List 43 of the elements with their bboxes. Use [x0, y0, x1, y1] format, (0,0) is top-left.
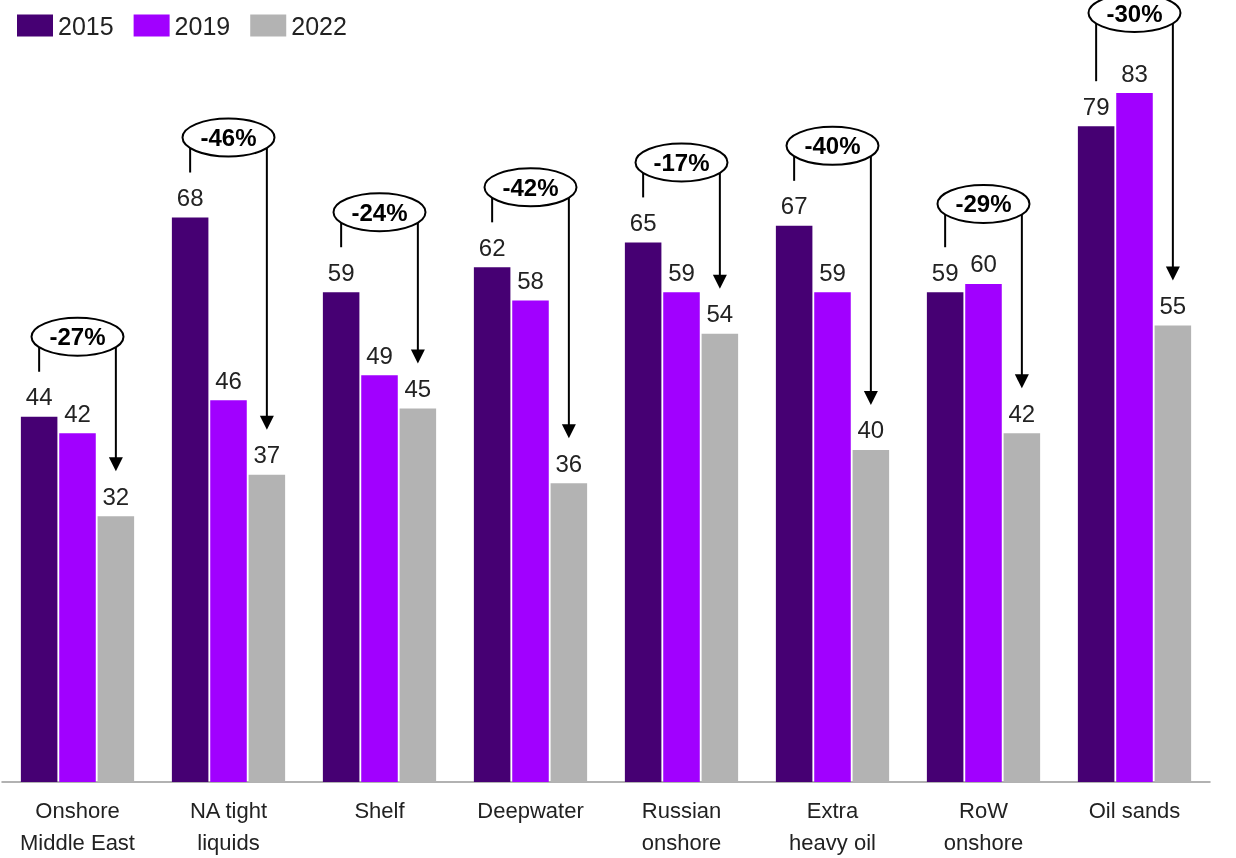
x-tick-label: Extra heavy oil	[789, 797, 876, 855]
data-label: 44	[25, 383, 53, 411]
data-label: 79	[1082, 92, 1110, 120]
x-tick-label: RoW onshore	[943, 797, 1024, 855]
data-label: 45	[404, 374, 432, 402]
annotation: -29%	[955, 190, 1012, 218]
x-tick-label: Deepwater	[477, 797, 584, 823]
legend-label: 2019	[174, 11, 231, 40]
x-tick-label: Shelf	[354, 797, 406, 823]
data-label: 60	[970, 250, 997, 278]
data-label: 59	[327, 258, 355, 286]
data-label: 59	[668, 258, 695, 286]
data-label: 68	[176, 184, 204, 212]
x-tick-label: Oil sands	[1088, 797, 1181, 823]
legend-label: 2022	[291, 11, 347, 40]
data-label: 62	[478, 233, 506, 261]
data-label: 42	[64, 399, 91, 427]
annotation: -42%	[502, 173, 559, 201]
annotation: -27%	[49, 323, 106, 351]
x-tick-label: Russian onshore	[641, 797, 722, 855]
text: -30%	[1106, 0, 1163, 27]
data-label: 32	[102, 482, 130, 510]
data-label: 54	[706, 300, 734, 328]
data-label: 65	[629, 208, 657, 236]
data-label: 59	[819, 258, 846, 286]
annotation: -24%	[351, 198, 408, 226]
data-label: 40	[857, 416, 885, 444]
x-tick-label: Onshore Middle East	[20, 797, 135, 855]
data-label: 49	[366, 341, 393, 369]
annotation: -17%	[653, 148, 710, 176]
annotation: -40%	[804, 132, 861, 160]
legend-label: 2015	[58, 11, 114, 40]
annotation: -46%	[200, 124, 257, 152]
data-label: 58	[517, 267, 544, 295]
data-label: 37	[253, 441, 281, 469]
data-label: 46	[215, 366, 242, 394]
data-label: 59	[931, 258, 959, 286]
data-label: 83	[1121, 59, 1148, 87]
x-tick-label: NA tight liquids	[189, 797, 268, 855]
data-label: 36	[555, 449, 583, 477]
data-label: 67	[780, 192, 808, 220]
data-label: 42	[1008, 399, 1036, 427]
data-label: 55	[1159, 291, 1187, 319]
